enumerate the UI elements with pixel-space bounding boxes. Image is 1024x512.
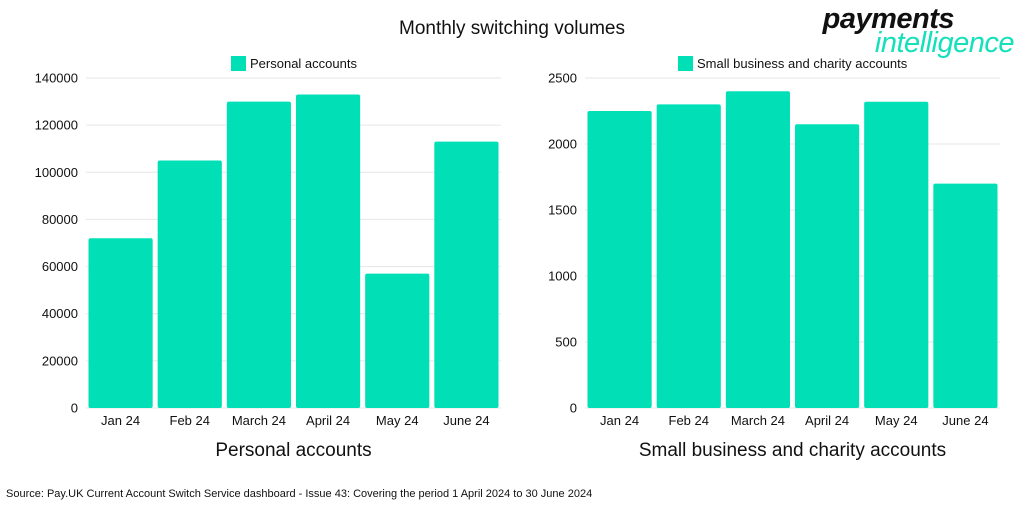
y-tick-label: 60000 (42, 259, 78, 274)
y-tick-label: 80000 (42, 212, 78, 227)
bar-feb-24 (656, 104, 721, 409)
x-tick-label: June 24 (942, 413, 988, 428)
bar-may-24 (864, 101, 929, 408)
bar-march-24 (226, 101, 291, 409)
x-tick-label: April 24 (306, 413, 350, 428)
bar-feb-24 (157, 160, 222, 408)
chart-title: Personal accounts (215, 440, 371, 461)
chart-title: Small business and charity accounts (639, 440, 946, 461)
brand-logo: payments intelligence (822, 3, 1020, 59)
x-tick-label: Feb 24 (170, 413, 210, 428)
bar-june-24 (933, 183, 998, 408)
legend-swatch (678, 56, 693, 71)
y-tick-label: 500 (555, 335, 577, 350)
legend: Small business and charity accounts (678, 56, 908, 71)
logo-word-payments: payments (822, 3, 955, 35)
x-tick-label: March 24 (731, 413, 785, 428)
y-tick-label: 120000 (35, 118, 78, 133)
y-tick-label: 20000 (42, 353, 78, 368)
bar-april-24 (795, 124, 860, 408)
legend: Personal accounts (231, 56, 357, 71)
y-tick-label: 0 (71, 401, 78, 416)
y-tick-label: 2000 (548, 137, 577, 152)
source-note: Source: Pay.UK Current Account Switch Se… (6, 488, 593, 500)
x-tick-label: Jan 24 (600, 413, 639, 428)
bar-jan-24 (587, 111, 652, 408)
x-tick-label: March 24 (232, 413, 286, 428)
bar-june-24 (434, 141, 499, 408)
x-tick-label: June 24 (443, 413, 489, 428)
x-tick-label: May 24 (875, 413, 918, 428)
y-tick-label: 100000 (35, 165, 78, 180)
bar-march-24 (725, 91, 790, 408)
legend-swatch (231, 56, 246, 71)
y-tick-label: 2500 (548, 71, 577, 86)
x-tick-label: Feb 24 (669, 413, 709, 428)
y-tick-label: 1000 (548, 269, 577, 284)
legend-label: Personal accounts (250, 56, 357, 71)
bar-jan-24 (88, 238, 153, 408)
page-title: Monthly switching volumes (399, 18, 625, 39)
y-tick-label: 140000 (35, 71, 78, 86)
y-tick-label: 40000 (42, 306, 78, 321)
bar-may-24 (365, 273, 430, 408)
y-tick-label: 1500 (548, 203, 577, 218)
bar-april-24 (296, 94, 361, 408)
legend-label: Small business and charity accounts (697, 56, 908, 71)
x-tick-label: Jan 24 (101, 413, 140, 428)
x-tick-label: April 24 (805, 413, 849, 428)
x-tick-label: May 24 (376, 413, 419, 428)
logo-word-intelligence: intelligence (874, 27, 1015, 59)
y-tick-label: 0 (570, 401, 577, 416)
